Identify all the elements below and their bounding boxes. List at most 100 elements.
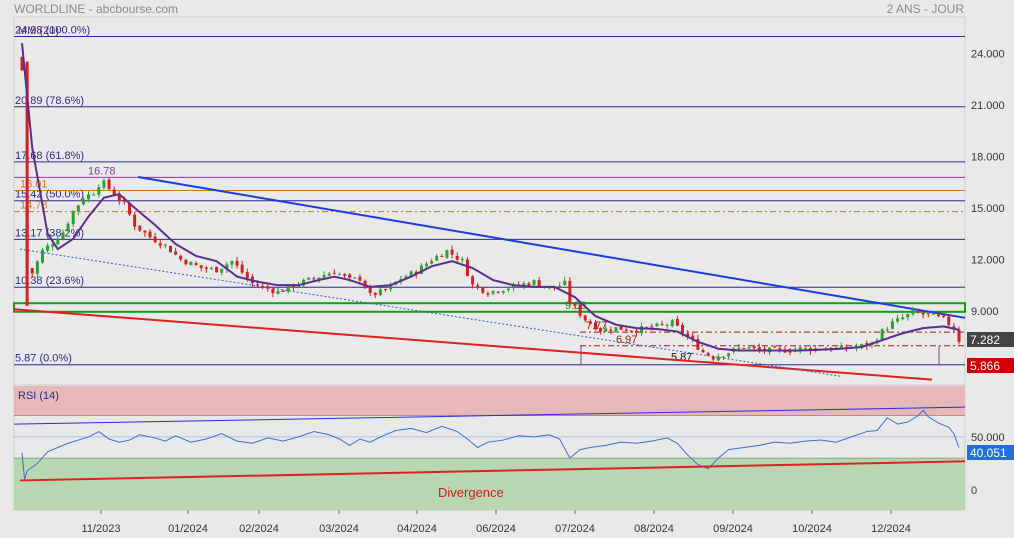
candle-body <box>25 207 29 306</box>
candle-body <box>40 249 44 263</box>
candle-body <box>634 330 638 333</box>
candle-body <box>404 276 408 279</box>
candle-body <box>87 194 91 200</box>
candle-body <box>112 189 116 196</box>
low-price-badge-bg <box>967 358 1014 373</box>
candle-body <box>501 290 505 293</box>
candle-body <box>583 315 587 321</box>
candle-body <box>803 347 807 349</box>
candle-body <box>107 179 111 190</box>
candle-body <box>614 327 618 333</box>
candle-body <box>215 266 219 273</box>
candle-body <box>435 256 439 261</box>
candle-body <box>25 61 29 269</box>
candle-body <box>97 187 101 195</box>
candle-body <box>51 244 55 247</box>
candle-body <box>506 288 510 291</box>
candle-body <box>122 199 126 202</box>
candle-body <box>896 318 900 322</box>
candle-body <box>757 347 761 350</box>
candle-body <box>30 268 34 274</box>
divergence-label: Divergence <box>438 485 504 500</box>
candle-body <box>225 264 229 270</box>
candle-body <box>199 265 203 269</box>
candle-body <box>747 347 751 349</box>
rsi-legend: RSI (14) <box>18 390 59 402</box>
candle-body <box>184 259 188 265</box>
candle-body <box>276 291 280 294</box>
last-price-badge-bg <box>967 332 1014 347</box>
candle-body <box>358 276 362 281</box>
moving-average-line <box>21 42 960 352</box>
candle-body <box>440 256 444 258</box>
candle-body <box>742 347 746 349</box>
fib-level-label: 24.98 (100.0%) <box>15 25 90 37</box>
candle-body <box>839 345 843 349</box>
support-zone-box <box>13 302 966 313</box>
candle-body <box>921 313 925 315</box>
candle-body <box>81 199 85 205</box>
candle-body <box>486 293 490 295</box>
rsi-value-badge: 40.051 <box>970 446 1007 460</box>
rsi-lower-trendline <box>19 460 966 482</box>
candle-body <box>578 305 582 316</box>
candle-body <box>174 251 178 255</box>
candle-body <box>92 194 96 196</box>
candle-body <box>906 314 910 318</box>
candle-body <box>916 310 920 313</box>
candle-body <box>465 259 469 277</box>
candle-body <box>343 274 347 276</box>
candle-body <box>937 314 941 317</box>
candle-body <box>353 277 357 279</box>
candle-body <box>194 263 198 266</box>
candle-body <box>373 292 377 296</box>
candle-body <box>711 356 715 360</box>
candle-body <box>686 333 690 337</box>
candle-body <box>76 205 80 212</box>
candle-body <box>609 329 613 331</box>
candle-body <box>322 275 326 278</box>
candle-body <box>384 289 388 291</box>
candle-body <box>911 310 915 315</box>
candle-body <box>20 56 24 71</box>
candle-body <box>660 324 664 326</box>
candle-body <box>368 287 372 293</box>
candle-body <box>701 349 705 353</box>
candle-body <box>926 313 930 315</box>
candle-body <box>261 285 265 287</box>
candle-body <box>696 339 700 350</box>
price-y-tick: 24.000 <box>971 48 1005 60</box>
x-tick-label: 06/2024 <box>476 523 516 535</box>
candle-body <box>727 353 731 357</box>
candle-body <box>46 245 50 251</box>
price-y-tick: 18.000 <box>971 151 1005 163</box>
candle-body <box>256 284 260 286</box>
rsi-y-tick: 0 <box>971 485 977 497</box>
candle-body <box>645 326 649 328</box>
rsi-y-tick: 50.000 <box>971 432 1005 444</box>
candle-body <box>737 347 741 350</box>
candle-body <box>117 194 121 201</box>
candle-body <box>179 255 183 260</box>
price-level-label: 16.78 <box>88 165 116 177</box>
x-tick-label: 12/2024 <box>871 523 911 535</box>
candle-body <box>450 249 454 255</box>
candle-body <box>307 277 311 280</box>
candle-body <box>71 211 75 225</box>
chart-period: 2 ANS - JOUR <box>886 2 964 16</box>
x-tick-label: 02/2024 <box>239 523 279 535</box>
candle-body <box>558 285 562 287</box>
candle-body <box>691 335 695 340</box>
candle-body <box>138 225 142 231</box>
candle-body <box>133 214 137 227</box>
candle-body <box>128 203 132 215</box>
candle-body <box>424 263 428 267</box>
candle-body <box>266 286 270 289</box>
candle-body <box>681 325 685 334</box>
candle-body <box>532 280 536 285</box>
candle-body <box>752 346 756 349</box>
low-price-badge: 5.866 <box>970 359 1000 373</box>
x-tick-label: 08/2024 <box>634 523 674 535</box>
candle-body <box>337 274 341 276</box>
candle-body <box>588 321 592 324</box>
